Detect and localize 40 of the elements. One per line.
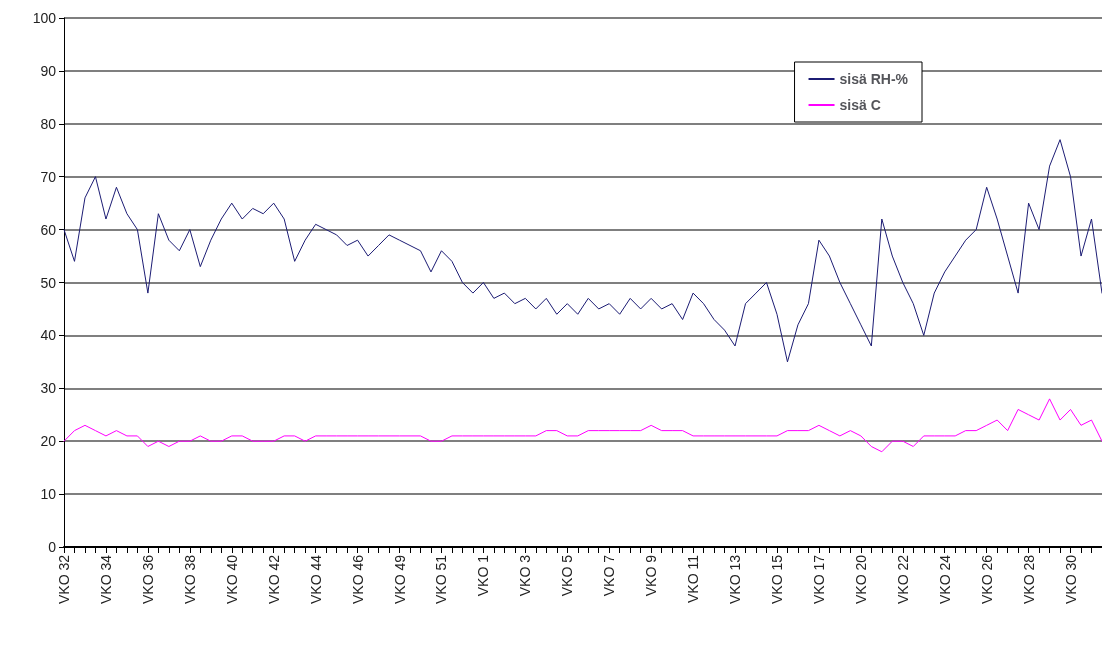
x-tick-label: VKO 46: [349, 554, 366, 605]
y-tick-label: 50: [40, 274, 57, 291]
x-tick-label: VKO 28: [1020, 554, 1037, 605]
x-tick-label: VKO 5: [559, 554, 576, 597]
x-tick-label: VKO 7: [601, 554, 618, 597]
y-tick-label: 0: [48, 539, 57, 555]
y-tick-label: 70: [40, 168, 57, 185]
line-series: [63, 398, 1102, 453]
x-tick-label: VKO 34: [97, 554, 114, 605]
y-tick-label: 60: [40, 221, 57, 238]
x-tick-label: VKO 42: [265, 554, 282, 605]
legend-label: sisä RH-%: [839, 71, 909, 87]
y-tick-label: 40: [40, 327, 57, 344]
x-tick-label: VKO 32: [56, 554, 72, 605]
x-tick-label: VKO 11: [685, 554, 702, 603]
x-tick-label: VKO 20: [852, 554, 869, 605]
line-series: [63, 139, 1102, 363]
y-tick-label: 30: [40, 380, 57, 397]
y-tick-label: 100: [32, 10, 57, 26]
x-tick-label: VKO 15: [768, 554, 785, 605]
x-tick-label: VKO 36: [139, 554, 156, 605]
x-tick-label: VKO 44: [307, 554, 324, 605]
x-tick-label: VKO 24: [936, 554, 953, 605]
x-tick-label: VKO 17: [810, 554, 827, 605]
x-tick-label: VKO 1: [475, 554, 492, 597]
x-tick-label: VKO 9: [643, 554, 660, 597]
x-tick-label: VKO 26: [978, 554, 995, 605]
x-tick-label: VKO 22: [894, 554, 911, 605]
y-tick-label: 80: [40, 115, 57, 132]
y-tick-label: 20: [40, 433, 57, 450]
x-tick-label: VKO 38: [181, 554, 198, 605]
x-tick-label: VKO 3: [517, 554, 534, 597]
legend-label: sisä C: [839, 97, 881, 113]
y-tick-label: 90: [40, 62, 57, 79]
x-tick-label: VKO 49: [391, 554, 408, 605]
x-tick-label: VKO 40: [223, 554, 240, 605]
x-tick-label: VKO 30: [1062, 554, 1079, 605]
x-tick-label: VKO 51: [433, 554, 450, 605]
y-tick-label: 10: [40, 486, 57, 503]
x-tick-label: VKO 13: [727, 554, 744, 605]
